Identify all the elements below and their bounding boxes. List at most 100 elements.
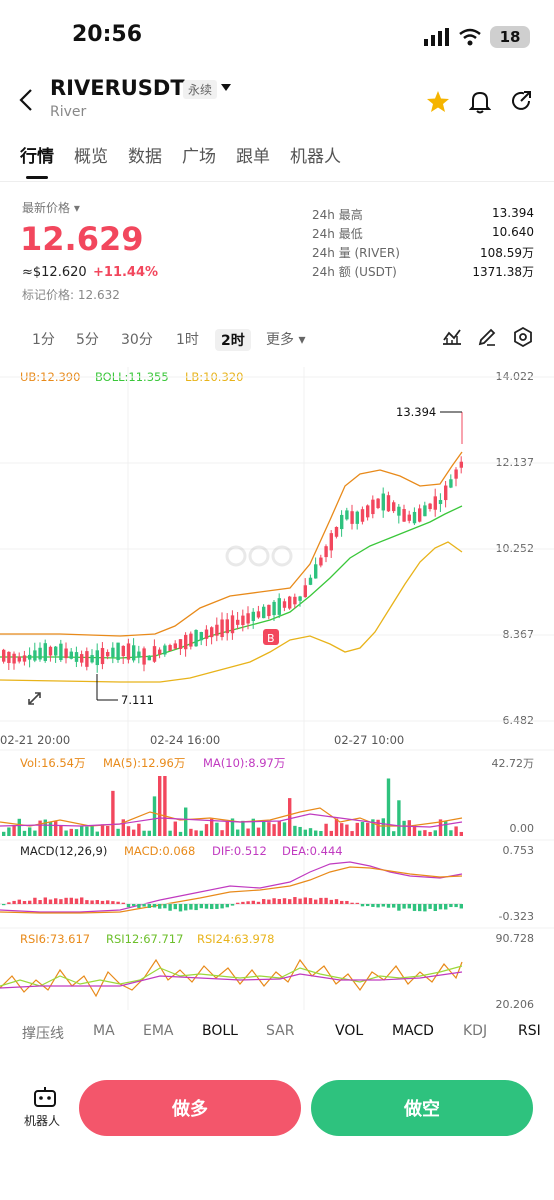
symbol-dropdown-icon[interactable] [221, 84, 231, 92]
vol-ma5-label: MA(5):12.96万 [103, 756, 186, 770]
macd-bar [132, 904, 136, 906]
robot-button-label[interactable]: 机器人 [24, 1114, 61, 1128]
macd-bar [106, 900, 110, 904]
candle-body [54, 646, 58, 656]
timeframe-more[interactable]: 更多 ▾ [266, 332, 306, 348]
draw-pencil-icon[interactable] [478, 328, 496, 346]
back-icon[interactable] [18, 88, 34, 112]
expand-icon[interactable] [28, 692, 41, 705]
indicator-tab-sar[interactable]: SAR [266, 1023, 295, 1039]
volume-bar [345, 824, 349, 836]
share-icon[interactable] [510, 90, 532, 112]
symbol-subtitle: River [50, 104, 87, 120]
macd-bar [142, 904, 146, 907]
star-icon[interactable] [426, 90, 450, 113]
watermark-logo [225, 545, 293, 567]
timeframe-1m[interactable]: 1分 [32, 332, 55, 348]
volume-bar [220, 830, 224, 836]
short-button[interactable]: 做空 [311, 1080, 533, 1136]
indicator-tab-boll[interactable]: BOLL [202, 1023, 238, 1039]
volume-bar [215, 822, 219, 836]
volume-bar [314, 830, 318, 836]
macd-bar [80, 897, 84, 904]
wifi-icon [459, 28, 481, 46]
timeframe-5m[interactable]: 5分 [76, 332, 99, 348]
tab-square[interactable]: 广场 [182, 147, 216, 167]
indicator-tab-kdj[interactable]: KDJ [463, 1023, 488, 1039]
tab-copy-trade[interactable]: 跟单 [236, 147, 270, 167]
indicator-tab-ema[interactable]: EMA [143, 1023, 174, 1039]
indicator-tab-macd[interactable]: MACD [392, 1023, 434, 1039]
volume-bar [225, 821, 229, 836]
symbol-title[interactable]: RIVERUSDT [50, 76, 185, 100]
candle-body [74, 652, 79, 662]
volume-bar [2, 831, 6, 836]
tab-market[interactable]: 行情 [20, 142, 54, 181]
volume-bar [386, 778, 391, 836]
macd-bar [350, 902, 354, 904]
long-button[interactable]: 做多 [79, 1080, 301, 1136]
macd-bar [407, 904, 411, 909]
macd-bar [366, 904, 370, 907]
stat-volume: 24h 量 (RIVER) 108.59万 [312, 246, 534, 260]
candle-body [178, 639, 183, 649]
macd-bar [360, 904, 365, 907]
timeframe-1h[interactable]: 1时 [176, 332, 199, 348]
macd-bar [158, 904, 162, 909]
volume-bar [194, 830, 198, 836]
last-price: 12.629 [20, 220, 144, 258]
usd-price: ≈$12.620 [22, 265, 87, 280]
volume-bar [17, 818, 21, 836]
macd-histogram [2, 897, 463, 912]
kline-chart[interactable]: 13.394 7.111 B 02-21 20:00 02-24 16:00 0… [0, 360, 554, 1020]
indicator-tab-ma[interactable]: MA [93, 1023, 115, 1039]
macd-bar [90, 900, 94, 904]
bell-icon[interactable] [469, 90, 491, 114]
candle-body [215, 624, 219, 636]
candle-body [85, 651, 89, 667]
macd-bar [230, 904, 235, 906]
macd-bar [423, 904, 427, 912]
timeframe-30m[interactable]: 30分 [121, 332, 153, 348]
volume-bar [116, 828, 120, 836]
volume-bar [230, 818, 235, 836]
macd-bar [324, 897, 328, 904]
volume-bar [444, 821, 448, 836]
candle-body [308, 577, 313, 585]
candle-body [371, 499, 375, 515]
candle-body [33, 650, 37, 661]
volume-bar [459, 831, 463, 836]
candle-body [334, 526, 339, 537]
tab-robot[interactable]: 机器人 [290, 147, 341, 167]
date-label: 02-21 20:00 [0, 733, 70, 747]
vol-label: Vol:16.54万 [20, 756, 86, 770]
volume-bar [12, 825, 16, 836]
macd-bar [126, 904, 131, 908]
candle-body [433, 496, 437, 510]
candle-body [324, 546, 328, 558]
volume-bar [334, 818, 339, 836]
candle-body [80, 654, 84, 663]
volume-bar [288, 798, 292, 836]
chart-settings-icon[interactable] [513, 327, 533, 347]
candle-body [345, 510, 349, 520]
macd-bar [282, 898, 287, 904]
indicator-tab-vol[interactable]: VOL [335, 1023, 364, 1039]
volume-bar [69, 828, 73, 836]
stat-low: 24h 最低 10.640 [312, 225, 534, 241]
robot-icon[interactable] [33, 1085, 57, 1109]
candle-body [298, 596, 302, 601]
macd-bar [163, 904, 167, 909]
stat-turnover: 24h 额 (USDT) 1371.38万 [312, 265, 534, 279]
tab-overview[interactable]: 概览 [74, 147, 108, 167]
candle-body [340, 514, 344, 530]
indicator-tab-support[interactable]: 撑压线 [22, 1026, 64, 1042]
last-price-label[interactable]: 最新价格 ▾ [22, 201, 80, 215]
buy-marker-badge[interactable] [263, 629, 279, 645]
candle-body [43, 643, 47, 661]
indicator-icon[interactable] [442, 328, 462, 346]
indicator-tab-rsi[interactable]: RSI [518, 1023, 541, 1039]
volume-bar [246, 828, 250, 836]
tab-data[interactable]: 数据 [128, 147, 162, 167]
timeframe-2h[interactable]: 2时 [215, 329, 251, 351]
